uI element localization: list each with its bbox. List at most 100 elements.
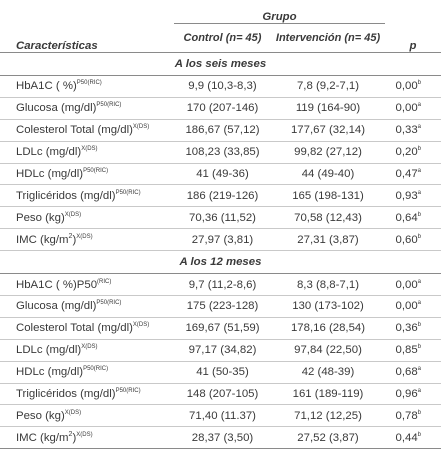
p-value-cell: 0,60b xyxy=(385,228,441,252)
control-value: 28,37 (3,50) xyxy=(174,426,271,449)
row-label: Glucosa (mg/dl)P50(RIC) xyxy=(0,97,174,120)
table-row: IMC (kg/m2)X(DS) 27,97 (3,81) 27,31 (3,87)… xyxy=(0,228,441,252)
intervention-value: 97,84 (22,50) xyxy=(271,339,386,362)
unit-exponent: 2 xyxy=(68,232,73,240)
p-value-cell: 0,00a xyxy=(385,295,441,318)
p-value-cell: 0,00a xyxy=(385,97,441,120)
p-value: 0,85 xyxy=(395,344,418,357)
statistic-note: X(DS) xyxy=(132,322,150,329)
table-row: LDLc (mg/dl)X(DS) 97,17 (34,82) 97,84 (22,… xyxy=(0,339,441,362)
intervention-header: Intervención (n= 45) xyxy=(275,32,381,44)
control-value: 27,97 (3,81) xyxy=(174,228,271,252)
p-value-test-note: b xyxy=(417,432,422,438)
row-label: Glucosa (mg/dl)P50(RIC) xyxy=(0,295,174,318)
statistic-note: P50(RIC) xyxy=(83,366,109,373)
p-value-test-note: b xyxy=(417,344,422,351)
row-label: Colesterol Total (mg/dl)X(DS) xyxy=(0,119,174,142)
intervention-value: 42 (48-39) xyxy=(271,361,386,384)
characteristic-name: Glucosa (mg/dl) xyxy=(16,102,97,115)
statistic-note: X(DS) xyxy=(132,124,150,131)
characteristic-name: Peso (kg) xyxy=(16,211,65,224)
table-row: Peso (kg)X(DS) 70,36 (11,52) 70,58 (12,43)… xyxy=(0,206,441,230)
p-value-cell: 0,33a xyxy=(385,119,441,142)
control-value: 169,67 (51,59) xyxy=(174,317,271,340)
row-label: HDLc (mg/dl)P50(RIC) xyxy=(0,163,174,186)
control-value: 9,9 (10,3-8,3) xyxy=(174,75,271,98)
intervention-value: 130 (173-102) xyxy=(271,295,386,318)
p-value-cell: 0,20b xyxy=(385,141,441,164)
row-label: LDLc (mg/dl)X(DS) xyxy=(0,141,174,164)
statistic-note: P50(RIC) xyxy=(96,102,122,109)
intervention-value: 165 (198-131) xyxy=(271,184,386,208)
p-value: 0,00 xyxy=(395,80,418,93)
p-value: 0,64 xyxy=(395,211,418,224)
p-value: 0,44 xyxy=(395,431,418,444)
intervention-value: 177,67 (32,14) xyxy=(271,119,386,142)
control-value: 108,23 (33,85) xyxy=(174,141,271,164)
p-value: 0,00 xyxy=(395,300,418,313)
p-value-cell: 0,00b xyxy=(385,75,441,98)
row-label: HbA1C ( %)P50(RIC) xyxy=(0,273,174,297)
group-header: Grupo xyxy=(174,0,386,24)
intervention-value: 27,52 (3,87) xyxy=(271,426,386,449)
row-label: IMC (kg/m2)X(DS) xyxy=(0,228,174,252)
statistic-note: X(DS) xyxy=(64,211,82,218)
p-value-cell: 0,93a xyxy=(385,184,441,208)
table-row: HbA1C ( %)P50(RIC) 9,9 (10,3-8,3) 7,8 (9,2… xyxy=(0,75,441,98)
statistic-note: X(DS) xyxy=(81,344,98,351)
row-label: HbA1C ( %)P50(RIC) xyxy=(0,75,174,98)
table-row: Triglicéridos (mg/dl)P50(RIC) 148 (207-10… xyxy=(0,383,441,406)
p-value: 0,20 xyxy=(395,146,418,159)
control-value: 9,7 (11,2-8,6) xyxy=(174,273,271,297)
p-value-test-note: b xyxy=(417,211,422,218)
row-label: Triglicéridos (mg/dl)P50(RIC) xyxy=(0,184,174,208)
characteristic-name: LDLc (mg/dl) xyxy=(16,344,82,357)
characteristic-name: HDLc (mg/dl) xyxy=(16,366,84,379)
intervention-value: 44 (49-40) xyxy=(271,163,386,186)
table-row: Colesterol Total (mg/dl)X(DS) 186,67 (57,… xyxy=(0,119,441,142)
control-value: 97,17 (34,82) xyxy=(174,339,271,362)
intervention-value: 27,31 (3,87) xyxy=(271,228,386,252)
p-value-test-note: a xyxy=(417,388,422,395)
p-value: 0,00 xyxy=(395,102,418,115)
control-value: 170 (207-146) xyxy=(174,97,271,120)
p-value: 0,47 xyxy=(395,168,418,180)
characteristics-header: Características xyxy=(16,40,98,52)
table-header: Características Grupo p Control (n= 45) … xyxy=(0,0,441,53)
characteristic-name: Colesterol Total (mg/dl) xyxy=(16,124,133,137)
statistic-note: P50(RIC) xyxy=(115,388,141,395)
statistic-note: (RIC) xyxy=(97,278,112,285)
p-value: 0,96 xyxy=(395,388,418,401)
table-row: LDLc (mg/dl)X(DS) 108,23 (33,85) 99,82 (27… xyxy=(0,141,441,164)
characteristic-name: HDLc (mg/dl) xyxy=(16,168,84,180)
p-value-test-note: a xyxy=(417,278,422,285)
unit-close: ) xyxy=(72,233,77,246)
p-value: 0,68 xyxy=(395,366,418,379)
row-label: HDLc (mg/dl)P50(RIC) xyxy=(0,361,174,384)
control-value: 175 (223-128) xyxy=(174,295,271,318)
statistic-note: P50(RIC) xyxy=(76,80,102,87)
characteristic-name: IMC (kg/m xyxy=(16,233,69,246)
statistic-note: P50(RIC) xyxy=(115,190,141,197)
p-value: 0,00 xyxy=(395,278,418,291)
statistic-note: X(DS) xyxy=(64,410,82,417)
control-value: 148 (207-105) xyxy=(174,383,271,406)
intervention-value: 99,82 (27,12) xyxy=(271,141,386,164)
intervention-value: 7,8 (9,2-7,1) xyxy=(271,75,386,98)
table-row: HDLc (mg/dl)P50(RIC) 41 (49-36) 44 (49-40)… xyxy=(0,163,441,186)
p-value-test-note: b xyxy=(417,233,422,240)
row-label: Colesterol Total (mg/dl)X(DS) xyxy=(0,317,174,340)
control-value: 41 (50-35) xyxy=(174,361,271,384)
section-row: A los seis meses xyxy=(0,52,441,76)
control-header: Control (n= 45) xyxy=(183,32,262,44)
control-value: 186,67 (57,12) xyxy=(174,119,271,142)
table-row: HbA1C ( %)P50(RIC) 9,7 (11,2-8,6) 8,3 (8,8… xyxy=(0,273,441,297)
row-label: IMC (kg/m2)X(DS) xyxy=(0,426,174,449)
p-value-test-note: a xyxy=(417,102,422,109)
control-value: 70,36 (11,52) xyxy=(174,206,271,230)
table-row: Colesterol Total (mg/dl)X(DS) 169,67 (51,… xyxy=(0,317,441,340)
p-value-test-note: a xyxy=(417,366,422,373)
characteristic-name: LDLc (mg/dl) xyxy=(16,146,82,159)
p-value-test-note: b xyxy=(417,80,422,87)
